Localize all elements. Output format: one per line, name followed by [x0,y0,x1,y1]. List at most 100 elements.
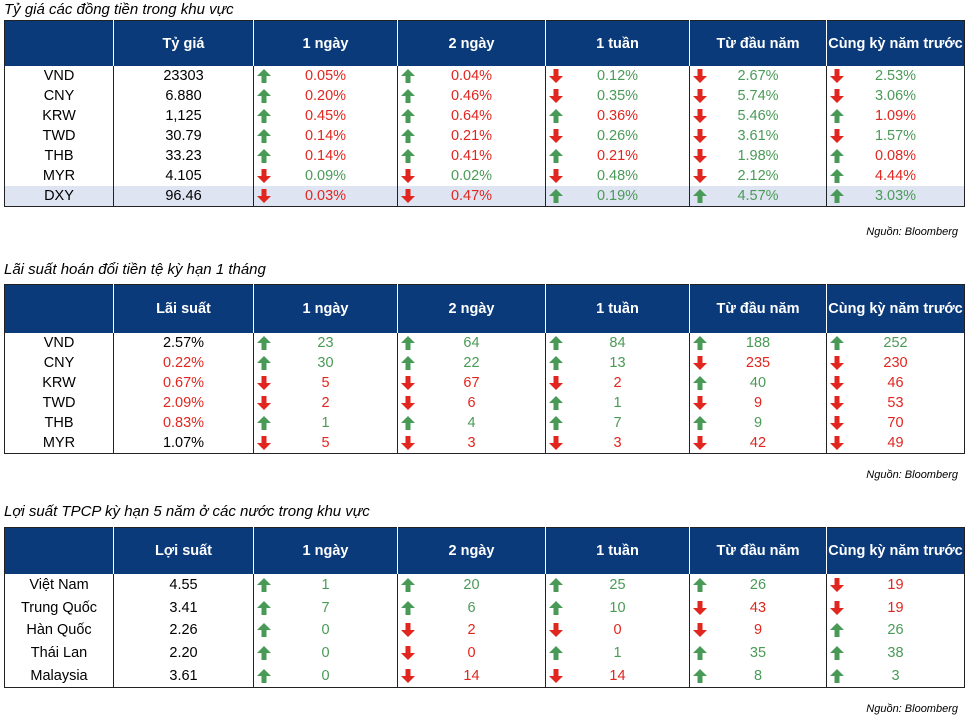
column-header: 1 tuần [545,20,690,66]
change-value: 8 [753,667,763,684]
change-cell: 10 [545,596,690,620]
change-cell: 4 [397,413,546,433]
change-value: 2.67% [737,68,779,84]
change-cell: 4.44% [826,166,965,186]
change-value: 6 [467,395,476,411]
row-value: 6.880 [113,86,254,106]
change-cell: 7 [545,413,690,433]
change-value: 25 [609,577,626,594]
row-label: KRW [42,375,76,391]
up-arrow-icon [549,336,563,350]
change-value: 0.04% [450,68,493,84]
row-label: TWD [42,128,76,144]
down-arrow-icon [693,149,707,163]
change-cell: 22 [397,353,546,373]
change-value: 1 [613,645,622,662]
fx-section-title: Tỷ giá các đồng tiền trong khu vực [4,1,234,18]
up-arrow-icon [257,668,271,683]
up-arrow-icon [257,336,271,350]
down-arrow-icon [257,189,271,203]
table-row: CNY 6.880 0.20% 0.46% 0.35% 5.74% 3.06% [5,86,965,106]
fx-source-note: Nguồn: Bloomberg [866,226,958,238]
table-row: Việt Nam 4.55 1 20 25 26 19 [5,574,965,597]
up-arrow-icon [401,416,415,430]
change-cell: 67 [397,373,546,393]
down-arrow-icon [693,169,707,183]
up-arrow-icon [693,578,707,593]
change-value: 3 [613,435,622,451]
row-value: 23303 [113,66,254,86]
change-cell: 235 [689,353,827,373]
up-arrow-icon [830,646,844,661]
down-arrow-icon [401,376,415,390]
change-cell: 2.53% [826,66,965,86]
column-header: 2 ngày [397,527,546,574]
up-arrow-icon [401,578,415,593]
change-value: 1 [613,395,622,411]
change-cell: 0.64% [397,106,546,126]
up-arrow-icon [257,89,271,103]
up-arrow-icon [401,129,415,143]
change-value: 19 [887,599,904,616]
row-value: 2.26 [113,619,254,642]
change-value: 5.46% [737,108,779,124]
row-label: CNY [43,88,75,104]
row-label: Hàn Quốc [26,622,92,639]
change-value: 4 [467,415,476,431]
up-arrow-icon [257,416,271,430]
change-cell: 14 [397,664,546,688]
up-arrow-icon [830,668,844,683]
up-arrow-icon [693,416,707,430]
down-arrow-icon [830,578,844,593]
change-value: 0.14% [304,128,347,144]
change-value: 40 [749,375,767,391]
up-arrow-icon [549,578,563,593]
up-arrow-icon [549,356,563,370]
down-arrow-icon [830,416,844,430]
down-arrow-icon [549,436,563,450]
down-arrow-icon [693,69,707,83]
change-value: 35 [749,645,767,662]
down-arrow-icon [549,169,563,183]
table-row: VND 23303 0.05% 0.04% 0.12% 2.67% 2.53% [5,66,965,86]
up-arrow-icon [693,646,707,661]
down-arrow-icon [830,69,844,83]
change-value: 230 [883,355,908,371]
table-header-row: Lãi suất 1 ngày 2 ngày 1 tuần Từ đầu năm Cùng… [4,284,965,333]
down-arrow-icon [549,89,563,103]
row-label: CNY [43,355,75,371]
change-cell: 5 [253,373,398,393]
change-cell: 3.03% [826,186,965,207]
change-cell: 6 [397,393,546,413]
row-value: 0.22% [113,353,254,373]
change-cell: 0 [253,664,398,688]
change-cell: 0.26% [545,126,690,146]
down-arrow-icon [257,396,271,410]
row-label: VND [43,335,75,351]
change-cell: 0.36% [545,106,690,126]
row-value: 1.07% [113,433,254,454]
up-arrow-icon [549,416,563,430]
change-value: 0.21% [450,128,493,144]
change-cell: 13 [545,353,690,373]
down-arrow-icon [401,646,415,661]
change-cell: 0.08% [826,146,965,166]
up-arrow-icon [257,109,271,123]
change-cell: 84 [545,333,690,353]
change-value: 23 [317,335,334,351]
up-arrow-icon [549,109,563,123]
change-value: 30 [317,355,334,371]
change-cell: 0.09% [253,166,398,186]
change-cell: 2 [545,373,690,393]
column-header: Cùng kỳ năm trước [826,527,965,574]
table-row: THB 0.83% 1 4 7 9 70 [5,413,965,433]
change-value: 188 [745,335,771,351]
change-cell: 0.46% [397,86,546,106]
change-cell: 26 [826,619,965,642]
row-value: 30.79 [113,126,254,146]
change-value: 26 [749,577,767,594]
up-arrow-icon [830,189,844,203]
down-arrow-icon [830,89,844,103]
down-arrow-icon [693,89,707,103]
table-row: TWD 30.79 0.14% 0.21% 0.26% 3.61% 1.57% [5,126,965,146]
